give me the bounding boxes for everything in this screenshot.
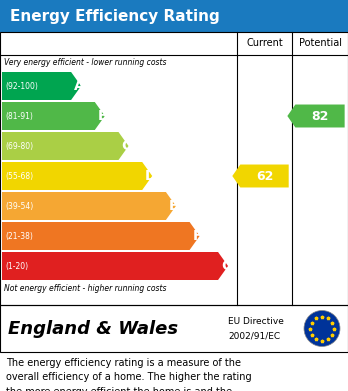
Circle shape [304,310,340,346]
Text: D: D [145,169,157,183]
Bar [0,0,348,32]
Text: 62: 62 [256,170,273,183]
Polygon shape [2,252,228,280]
Bar [0,32,348,305]
Text: C: C [121,139,132,153]
Text: 82: 82 [311,109,329,122]
Text: Energy Efficiency Rating: Energy Efficiency Rating [10,9,220,23]
Polygon shape [2,192,176,220]
Text: F: F [192,229,202,243]
Text: Very energy efficient - lower running costs: Very energy efficient - lower running co… [4,58,166,67]
Text: EU Directive: EU Directive [228,317,284,326]
Text: (1-20): (1-20) [5,262,28,271]
Text: (81-91): (81-91) [5,111,33,120]
Polygon shape [2,102,105,130]
Text: G: G [221,259,232,273]
Text: (92-100): (92-100) [5,81,38,90]
Polygon shape [2,162,152,190]
Text: (21-38): (21-38) [5,231,33,240]
Text: E: E [169,199,179,213]
Text: B: B [98,109,109,123]
Text: (69-80): (69-80) [5,142,33,151]
Polygon shape [2,222,200,250]
Text: Current: Current [246,38,283,48]
Text: England & Wales: England & Wales [8,319,178,337]
Text: Not energy efficient - higher running costs: Not energy efficient - higher running co… [4,284,166,293]
Text: Potential: Potential [299,38,341,48]
Bar [0,305,348,352]
Polygon shape [2,72,81,100]
Polygon shape [2,132,128,160]
Text: (55-68): (55-68) [5,172,33,181]
Text: (39-54): (39-54) [5,201,33,210]
Polygon shape [232,165,289,187]
Text: The energy efficiency rating is a measure of the
overall efficiency of a home. T: The energy efficiency rating is a measur… [6,358,252,391]
Text: A: A [74,79,85,93]
Text: 2002/91/EC: 2002/91/EC [228,331,280,340]
Polygon shape [287,104,345,127]
